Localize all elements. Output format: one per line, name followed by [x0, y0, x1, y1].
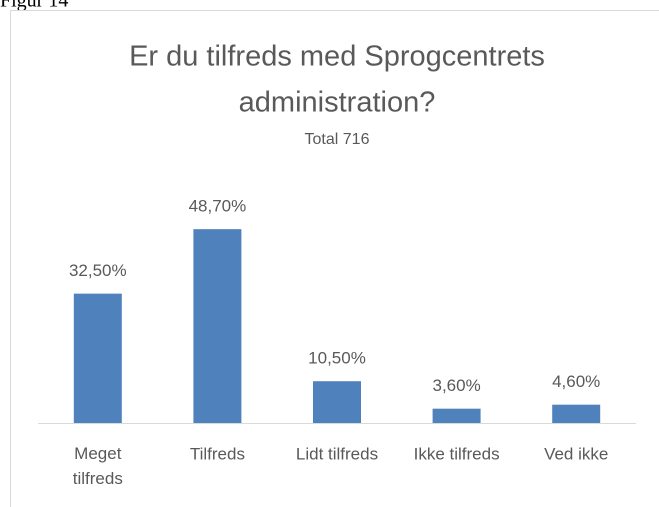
bar — [552, 404, 601, 423]
chart-frame — [10, 10, 659, 507]
x-tick-label: Lidt tilfreds — [296, 444, 378, 463]
bar — [73, 293, 122, 423]
bar — [193, 229, 242, 423]
x-tick-label: Tilfreds — [190, 444, 245, 463]
chart-title: Er du tilfreds med Sprogcentrets — [129, 41, 545, 73]
data-label: 48,70% — [189, 197, 247, 216]
figure-caption: Figur 14 — [0, 0, 68, 12]
x-tick-label: Ved ikke — [544, 444, 608, 463]
data-label: 32,50% — [69, 261, 127, 280]
chart-subtitle: Total 716 — [305, 131, 370, 148]
x-tick-label: Ikke tilfreds — [414, 444, 500, 463]
bar — [432, 408, 481, 423]
bar — [313, 381, 361, 423]
data-label: 4,60% — [552, 372, 600, 391]
data-label: 10,50% — [308, 349, 366, 368]
chart-title: administration? — [239, 87, 436, 119]
data-label: 3,60% — [432, 376, 480, 395]
x-tick-label: Meget tilfreds — [73, 444, 123, 488]
